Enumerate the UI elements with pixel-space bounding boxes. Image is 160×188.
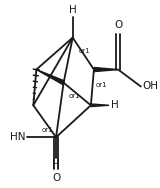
Text: O: O [114, 20, 122, 30]
Text: or1: or1 [41, 127, 53, 133]
Polygon shape [91, 104, 109, 107]
Text: H: H [69, 5, 77, 15]
Text: or1: or1 [79, 48, 90, 54]
Text: O: O [52, 173, 60, 183]
Text: H: H [111, 100, 118, 110]
Text: HN: HN [10, 132, 26, 142]
Text: or1: or1 [68, 93, 80, 99]
Polygon shape [94, 67, 118, 72]
Polygon shape [36, 70, 64, 85]
Text: OH: OH [142, 81, 158, 92]
Text: or1: or1 [95, 82, 107, 88]
Text: H: H [52, 160, 60, 170]
